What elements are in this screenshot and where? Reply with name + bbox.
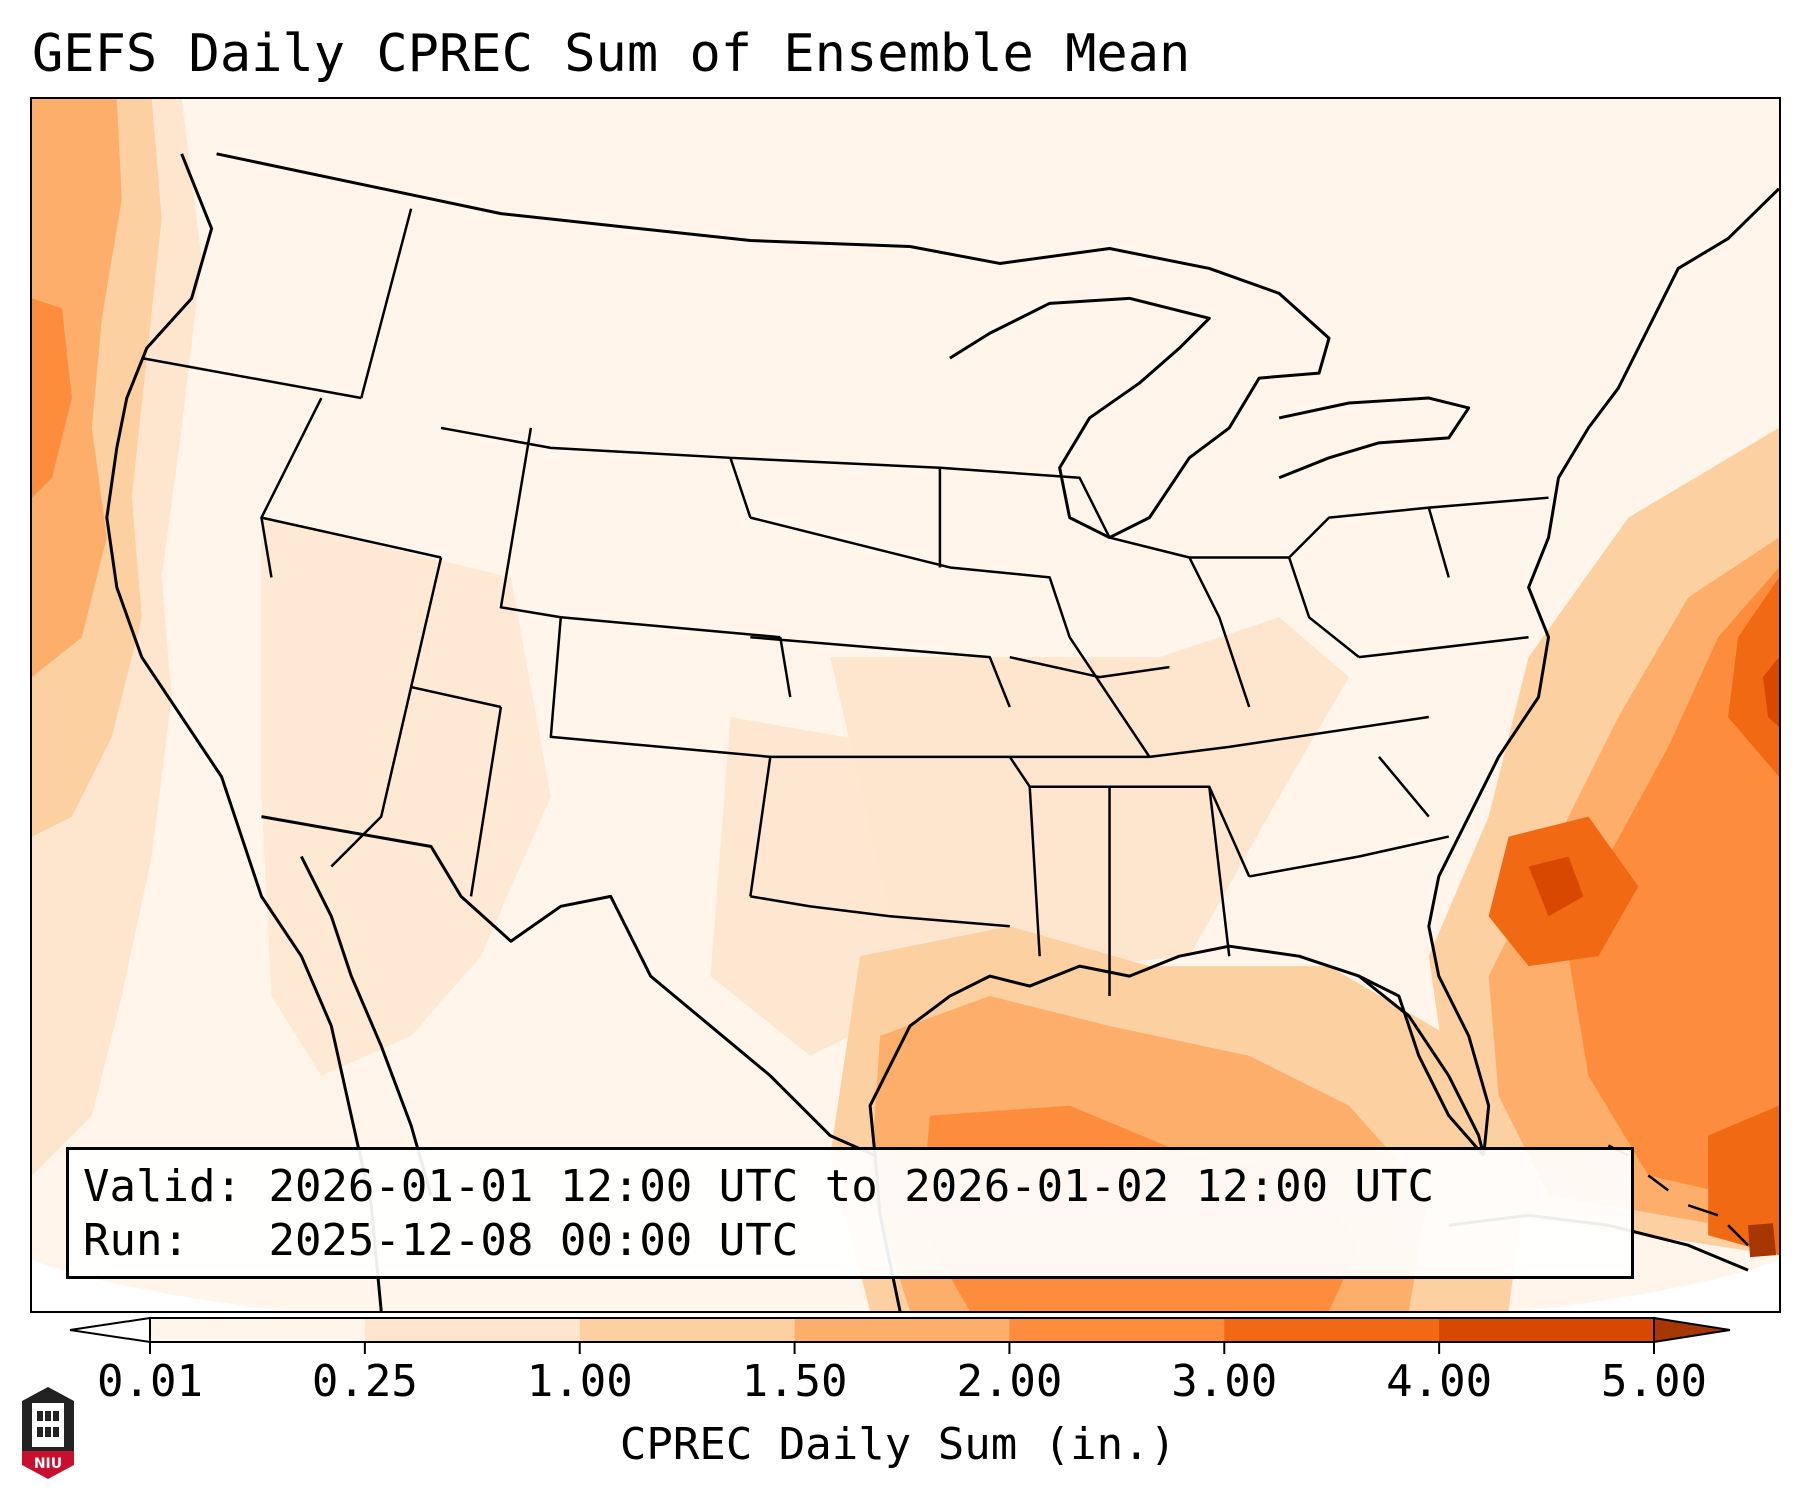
colorbar-ticks	[149, 1342, 1655, 1354]
florida-peninsula	[1358, 974, 1486, 1156]
colorbar-tick-label: 0.01	[97, 1356, 203, 1407]
colorbar	[69, 1316, 1731, 1354]
colorbar-tick-label: 3.00	[1171, 1356, 1278, 1407]
gulf-coastline	[868, 944, 1485, 1311]
valid-line: Valid: 2026-01-01 12:00 UTC to 2026-01-0…	[83, 1160, 1617, 1214]
great-lakes	[909, 245, 1331, 540]
precip-atlantic-extreme-2	[1728, 577, 1779, 777]
precip-pacific-heavy	[32, 99, 122, 678]
colorbar-segment	[150, 1318, 366, 1342]
colorbar-segment	[579, 1318, 796, 1342]
state-lines	[141, 208, 1549, 997]
colorbar-frame	[149, 1317, 1655, 1343]
colorbar-segment	[1439, 1318, 1655, 1342]
colorbar-tick-label: 5.00	[1601, 1356, 1707, 1407]
logo-window-3	[53, 1411, 59, 1421]
run-value: 2025-12-08 00:00 UTC	[268, 1215, 799, 1266]
map-boundaries	[105, 152, 1779, 1311]
precipitation-map	[32, 99, 1779, 1311]
colorbar-label: CPREC Daily Sum (in.)	[619, 1419, 1177, 1470]
logo-window-5	[45, 1427, 51, 1437]
canada-border-west	[216, 152, 911, 249]
colorbar-segment	[1224, 1318, 1440, 1342]
mexico-border	[261, 815, 876, 1157]
atlantic-coastline	[1427, 187, 1779, 1156]
colorbar-over-extension	[1653, 1316, 1731, 1344]
precip-pacific-veryheavy	[32, 298, 72, 498]
colorbar-tick-label: 0.25	[311, 1356, 418, 1407]
precip-atlantic-veryheavy	[1568, 567, 1779, 1206]
precip-peak-3	[1763, 657, 1779, 727]
logo-window-1	[37, 1411, 43, 1421]
run-line: Run: 2025-12-08 00:00 UTC	[83, 1214, 1617, 1268]
precip-peak-2	[1748, 1223, 1777, 1258]
pacific-coastline	[105, 153, 383, 1311]
logo-window-4	[37, 1427, 43, 1437]
colorbar-tick-label: 4.00	[1386, 1356, 1493, 1407]
colorbar-segment	[794, 1318, 1010, 1342]
colorbar-under-extension	[69, 1316, 151, 1344]
valid-time-box: Valid: 2026-01-01 12:00 UTC to 2026-01-0…	[66, 1147, 1634, 1279]
lake-erie-ontario	[1278, 396, 1471, 480]
logo-window-6	[53, 1427, 59, 1437]
baja-peninsula	[300, 855, 433, 1196]
run-label: Run:	[83, 1215, 189, 1266]
logo-text: NIU	[34, 1456, 62, 1472]
colorbar-segments	[69, 1316, 1731, 1344]
precip-peak-1	[1528, 856, 1584, 917]
logo-tower	[32, 1403, 64, 1447]
logo-window-2	[45, 1411, 51, 1421]
precip-interior-light	[261, 517, 551, 1076]
logo-banner	[22, 1451, 74, 1479]
colorbar-tick-label: 2.00	[956, 1356, 1063, 1407]
valid-value: 2026-01-01 12:00 UTC to 2026-01-02 12:00…	[268, 1161, 1435, 1212]
domain-edge-fill	[32, 1260, 1779, 1311]
precip-atlantic-extreme-3	[1708, 1105, 1779, 1256]
map-title: GEFS Daily CPREC Sum of Ensemble Mean	[32, 24, 1191, 84]
colorbar-tick-label: 1.50	[741, 1356, 848, 1407]
map-panel	[30, 97, 1781, 1313]
colorbar-tick-label: 1.00	[526, 1356, 633, 1407]
niu-logo-icon: NIU	[22, 1387, 74, 1479]
valid-label: Valid:	[83, 1161, 242, 1212]
colorbar-segment	[1009, 1318, 1225, 1342]
colorbar-segment	[364, 1318, 581, 1342]
